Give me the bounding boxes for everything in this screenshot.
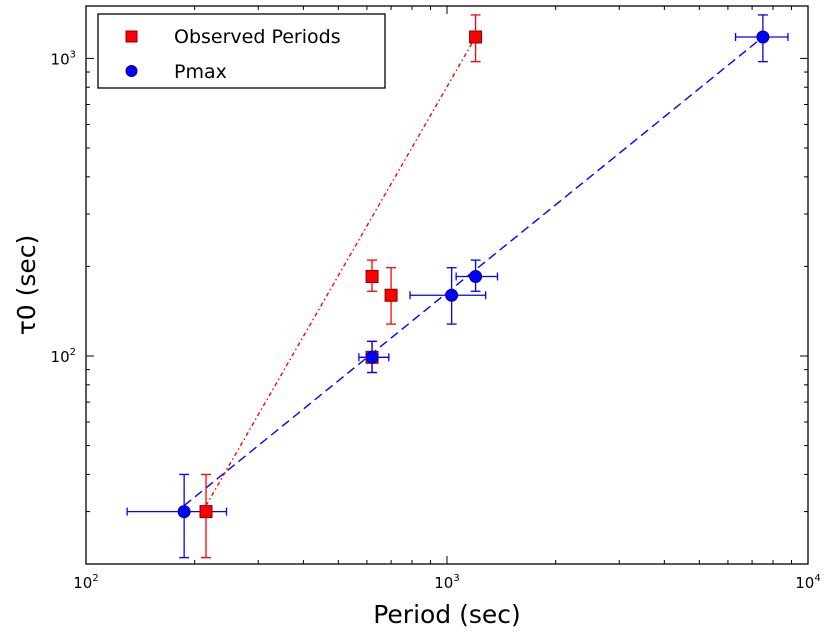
x-tick-label: 102 (73, 573, 98, 592)
pmax-point (365, 350, 379, 364)
observed-period-point (365, 269, 379, 283)
data-markers (177, 30, 770, 519)
observed-period-point (384, 288, 398, 302)
axis-ticks (85, 6, 808, 565)
pmax-point (469, 269, 483, 283)
y-tick-label: 103 (51, 49, 76, 68)
legend-label-pmax: Pmax (174, 61, 227, 83)
x-tick-label: 104 (795, 573, 820, 592)
plot-frame (85, 5, 809, 565)
legend-box (97, 13, 386, 89)
tick-labels: 102 103 104 102 103 (51, 49, 821, 592)
plot-area (86, 6, 808, 564)
observed-period-point (199, 505, 213, 519)
pmax-point (445, 288, 459, 302)
pmax-point (756, 30, 770, 44)
x-tick-label: 103 (434, 573, 459, 592)
observed-period-point (469, 30, 483, 44)
pmax-point (177, 505, 191, 519)
series-0-fit-line (205, 36, 477, 506)
x-axis-title: Period (sec) (373, 600, 521, 629)
y-axis-title: τ0 (sec) (12, 235, 41, 336)
legend-label-observed: Observed Periods (174, 26, 341, 48)
legend-marker-pmax (125, 65, 138, 77)
legend: Observed Periods Pmax (97, 13, 386, 89)
legend-marker-observed (125, 30, 138, 43)
y-tick-label: 102 (51, 347, 76, 366)
